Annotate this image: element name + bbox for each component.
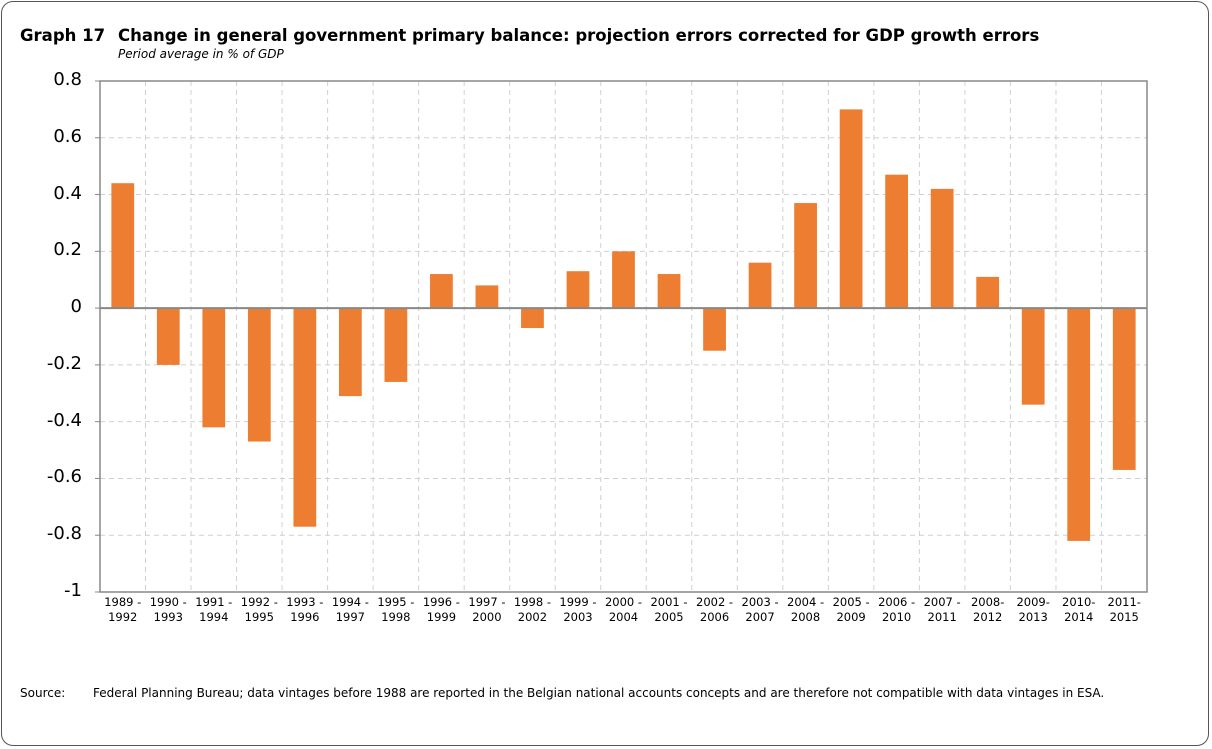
- bar: [839, 109, 863, 309]
- bar: [247, 308, 271, 442]
- x-tick-label: 2002 - 2006: [696, 595, 734, 624]
- bar: [885, 174, 909, 309]
- source-text: Federal Planning Bureau; data vintages b…: [93, 686, 1105, 700]
- bar: [293, 308, 317, 527]
- bar: [794, 203, 817, 309]
- bar: [930, 188, 954, 309]
- x-tick-label: 1989 - 1992: [104, 595, 142, 624]
- bar: [430, 274, 453, 309]
- x-tick-label: 2005 - 2009: [832, 595, 870, 624]
- x-tick-label: 2008- 2012: [970, 595, 1005, 624]
- x-tick-label: 1997 - 2000: [468, 595, 506, 624]
- chart-title: Change in general government primary bal…: [118, 26, 1040, 45]
- x-tick-label: 2007 - 2011: [923, 595, 961, 624]
- y-tick-label: -0.2: [46, 352, 82, 374]
- x-tick-label: 2001 - 2005: [650, 595, 688, 624]
- y-tick-label: -0.8: [46, 523, 82, 545]
- chart-subtitle: Period average in % of GDP: [118, 47, 284, 61]
- x-tick-label: 1991 - 1994: [195, 595, 233, 624]
- bar: [657, 274, 681, 309]
- x-tick-label: 1998 - 2002: [513, 595, 551, 624]
- x-tick-label: 2003 - 2007: [741, 595, 779, 624]
- source-label: Source:: [20, 686, 66, 700]
- y-tick-label: -1: [64, 580, 82, 601]
- graph-number: Graph 17: [20, 26, 106, 45]
- x-tick-label: 2009- 2013: [1016, 595, 1050, 624]
- y-tick-label: -0.6: [46, 466, 82, 488]
- y-tick-label: -0.4: [46, 409, 82, 431]
- bar: [612, 251, 635, 309]
- bar: [521, 308, 544, 328]
- bar: [338, 308, 362, 397]
- bar: [703, 308, 726, 351]
- y-tick-label: 0.4: [53, 182, 82, 204]
- bar: [976, 276, 1000, 309]
- bar: [384, 308, 408, 382]
- y-tick-label: 0.2: [53, 239, 82, 261]
- bar: [1021, 308, 1045, 405]
- y-tick-label: 0.8: [53, 69, 82, 90]
- x-tick-label: 1996 - 1999: [422, 595, 460, 624]
- x-tick-label: 1994 - 1997: [331, 595, 369, 624]
- x-tick-label: 2000 - 2004: [604, 595, 643, 624]
- x-tick-label: 1999 - 2003: [559, 595, 597, 624]
- bar: [748, 262, 772, 309]
- y-tick-label: 0: [70, 296, 82, 318]
- x-tick-label: 1990 - 1993: [149, 595, 187, 624]
- x-tick-label: 2004 - 2008: [787, 595, 825, 624]
- bar: [202, 308, 226, 428]
- bar: [1067, 308, 1091, 541]
- x-tick-label: 2011- 2015: [1107, 595, 1141, 624]
- x-tick-label: 2010- 2014: [1062, 595, 1096, 624]
- bar: [1112, 308, 1136, 470]
- bar: [111, 183, 135, 309]
- bar: [156, 308, 180, 365]
- plot-border: [99, 80, 1148, 593]
- bar: [475, 285, 499, 309]
- y-tick-label: 0.6: [53, 125, 82, 147]
- bar: [566, 271, 590, 309]
- x-tick-label: 1992 - 1995: [240, 595, 278, 624]
- x-tick-label: 2006 - 2010: [878, 595, 916, 624]
- x-tick-label: 1995 - 1998: [377, 595, 415, 624]
- x-tick-label: 1993 - 1996: [286, 595, 324, 624]
